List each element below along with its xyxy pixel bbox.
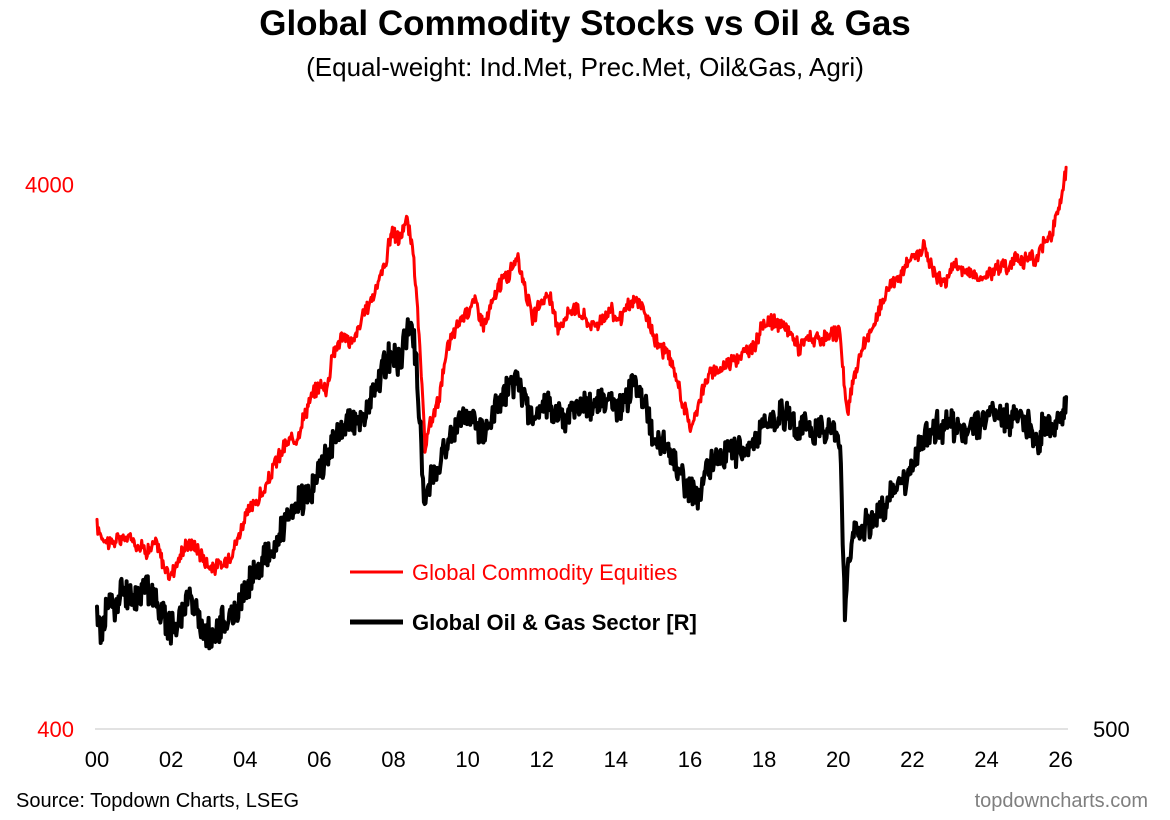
- x-tick-label-20: 20: [826, 747, 850, 772]
- x-tick-label-02: 02: [159, 747, 183, 772]
- x-tick-label-00: 00: [85, 747, 109, 772]
- x-tick-label-14: 14: [604, 747, 628, 772]
- x-tick-label-10: 10: [455, 747, 479, 772]
- chart-canvas: 00 02 04 06 08 10 12 14 16 18 20 22 24 26 400 4000 500…: [25, 165, 1130, 772]
- left-axis-tick-400: 400: [37, 717, 74, 742]
- chart-subtitle: (Equal-weight: Ind.Met, Prec.Met, Oil&Ga…: [306, 52, 864, 82]
- x-tick-label-24: 24: [974, 747, 998, 772]
- left-axis-tick-labels: 400 4000: [25, 172, 74, 742]
- chart-title: Global Commodity Stocks vs Oil & Gas: [259, 4, 911, 43]
- series-layer: [95, 165, 1069, 651]
- x-tick-label-18: 18: [752, 747, 776, 772]
- right-axis-tick-labels: 500: [1093, 717, 1130, 742]
- x-tick-label-26: 26: [1048, 747, 1072, 772]
- legend-label-oilgas: Global Oil & Gas Sector [R]: [412, 610, 697, 635]
- right-axis-tick-500: 500: [1093, 717, 1130, 742]
- x-tick-label-04: 04: [233, 747, 257, 772]
- x-tick-label-16: 16: [678, 747, 702, 772]
- x-tick-labels: 00 02 04 06 08 10 12 14 16 18 20 22 24 26: [85, 747, 1073, 772]
- legend: Global Commodity Equities Global Oil & G…: [350, 560, 697, 635]
- source-note: Source: Topdown Charts, LSEG: [16, 790, 300, 812]
- left-axis-tick-4000: 4000: [25, 172, 74, 197]
- x-tick-label-12: 12: [529, 747, 553, 772]
- series-line-oil-gas-sector: [95, 317, 1069, 651]
- brand-watermark: topdowncharts.com: [974, 790, 1148, 812]
- series-line-commodity-equities: [95, 165, 1068, 582]
- legend-label-commodity: Global Commodity Equities: [412, 560, 677, 585]
- x-tick-label-22: 22: [900, 747, 924, 772]
- x-tick-label-08: 08: [381, 747, 405, 772]
- x-tick-label-06: 06: [307, 747, 331, 772]
